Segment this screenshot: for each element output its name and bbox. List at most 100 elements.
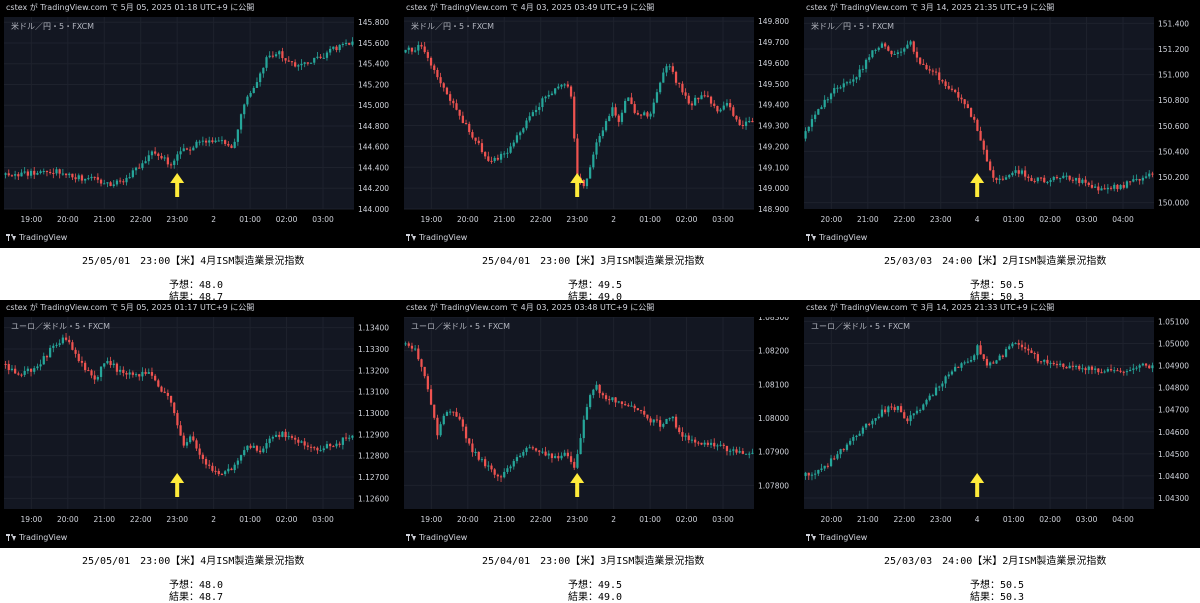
candle-body: [604, 121, 608, 131]
candle-body: [1132, 179, 1135, 182]
candle-body: [547, 453, 550, 456]
publish-info: cstex が TradingView.com で 4月 03, 2025 03…: [400, 300, 800, 316]
candle-body: [522, 451, 525, 456]
candle-body: [912, 413, 915, 416]
candle-body: [10, 368, 14, 371]
candlestick-chart[interactable]: 145.800 145.600 145.400 145.200 145.000 144.8…: [4, 17, 394, 229]
candle-body: [166, 157, 169, 165]
result-value: 結果：49.0: [568, 292, 623, 303]
candle-body: [351, 435, 354, 438]
candle-body: [138, 374, 141, 377]
candle-body: [960, 363, 963, 368]
symbol-label: 米ドル／円・5・FXCM: [811, 22, 895, 31]
candle-body: [84, 362, 87, 371]
candle-body: [528, 447, 531, 449]
result-value: 結果：50.3: [970, 592, 1025, 603]
candle-body: [1008, 346, 1011, 350]
candle-body: [608, 116, 611, 122]
candlestick-chart[interactable]: 1.08300 1.08200 1.08100 1.08000 1.07900 1.078…: [404, 317, 794, 529]
candle-body: [538, 107, 541, 110]
candle-body: [1049, 362, 1052, 364]
candle-body: [732, 449, 735, 451]
x-tick-label: 19:00: [21, 515, 43, 524]
candle-body: [125, 177, 128, 183]
candle-body: [1055, 364, 1059, 366]
candle-body: [1090, 366, 1094, 370]
candle-body: [547, 94, 550, 97]
plot-area[interactable]: 米ドル／円・5・FXCM 145.800 145.600 145.400 145.20…: [4, 17, 394, 229]
candle-body: [690, 103, 694, 106]
y-tick-label: 149.700: [758, 38, 789, 47]
candle-body: [487, 465, 490, 467]
candle-body: [620, 112, 624, 122]
candle-body: [1039, 361, 1043, 363]
candlestick-chart[interactable]: 1.05100 1.05000 1.04900 1.04800 1.04700 1.046…: [804, 317, 1194, 529]
candlestick-chart[interactable]: 151.400 151.200 151.000 150.800 150.600 150.4…: [804, 17, 1194, 229]
candle-body: [826, 99, 829, 101]
event-arrow-head: [570, 473, 585, 483]
candle-body: [741, 125, 744, 127]
x-tick-label: 19:00: [21, 215, 43, 224]
candle-body: [928, 69, 931, 71]
candle-body: [84, 178, 87, 181]
candle-body: [262, 67, 265, 74]
candle-body: [313, 57, 316, 63]
candle-body: [255, 82, 259, 88]
candle-body: [678, 427, 681, 433]
candle-body: [452, 100, 455, 104]
candle-body: [845, 444, 849, 450]
candle-body: [722, 444, 725, 446]
x-tick-label: 20:00: [57, 215, 79, 224]
candle-body: [195, 440, 198, 449]
candle-body: [687, 95, 690, 104]
candle-body: [893, 53, 896, 55]
candlestick-chart[interactable]: 149.800 149.700 149.600 149.500 149.400 149.3…: [404, 17, 794, 229]
candle-body: [890, 50, 893, 55]
candle-body: [252, 87, 255, 93]
candle-body: [1084, 179, 1087, 183]
forecast-value: 予想：48.0: [169, 280, 224, 291]
x-tick-label: 01:00: [1003, 515, 1025, 524]
candle-body: [1100, 188, 1103, 191]
candle-body: [887, 406, 890, 413]
candle-body: [992, 362, 995, 364]
candle-body: [335, 443, 338, 447]
candle-body: [233, 464, 236, 471]
x-tick-label: 23:00: [166, 215, 188, 224]
candle-body: [1109, 369, 1113, 371]
candle-body: [557, 456, 560, 459]
candle-body: [915, 51, 919, 58]
y-tick-label: 1.04500: [1158, 450, 1189, 459]
candle-body: [499, 153, 503, 160]
candle-body: [169, 395, 173, 403]
candle-body: [608, 399, 611, 401]
event-title: 25/03/03 24:00【米】2月ISM製造業景況指数: [884, 556, 1107, 567]
plot-area[interactable]: ユーロ／米ドル・5・FXCM 1.05100 1.05000 1.04900 1.04…: [804, 317, 1194, 529]
candle-body: [23, 370, 26, 375]
candle-body: [93, 176, 96, 178]
candle-body: [471, 443, 474, 453]
event-arrow-head: [970, 173, 985, 183]
candle-body: [1116, 184, 1119, 190]
candle-body: [877, 416, 880, 419]
x-tick-label: 22:00: [130, 515, 152, 524]
candle-body: [154, 375, 157, 381]
candle-body: [1036, 177, 1039, 182]
plot-area[interactable]: ユーロ／米ドル・5・FXCM 1.13400 1.13300 1.13200 1.13…: [4, 317, 394, 529]
plot-area[interactable]: 米ドル／円・5・FXCM 149.800 149.700 149.600 149.50…: [404, 17, 794, 229]
candle-body: [144, 371, 147, 374]
candle-body: [208, 140, 211, 143]
candle-body: [182, 435, 185, 446]
candlestick-chart[interactable]: 1.13400 1.13300 1.13200 1.13100 1.13000 1.129…: [4, 317, 394, 529]
candle-body: [668, 418, 671, 420]
plot-area[interactable]: 米ドル／円・5・FXCM 151.400 151.200 151.000 150.80…: [804, 17, 1194, 229]
x-tick-label: 02:00: [676, 515, 698, 524]
plot-area[interactable]: ユーロ／米ドル・5・FXCM 1.08300 1.08200 1.08100 1.08…: [404, 317, 794, 529]
candle-body: [709, 96, 713, 104]
candle-body: [646, 112, 649, 117]
candle-body: [49, 172, 52, 174]
candle-body: [230, 145, 233, 148]
candle-body: [1004, 177, 1008, 180]
candle-body: [966, 104, 969, 109]
candle-body: [706, 442, 709, 445]
